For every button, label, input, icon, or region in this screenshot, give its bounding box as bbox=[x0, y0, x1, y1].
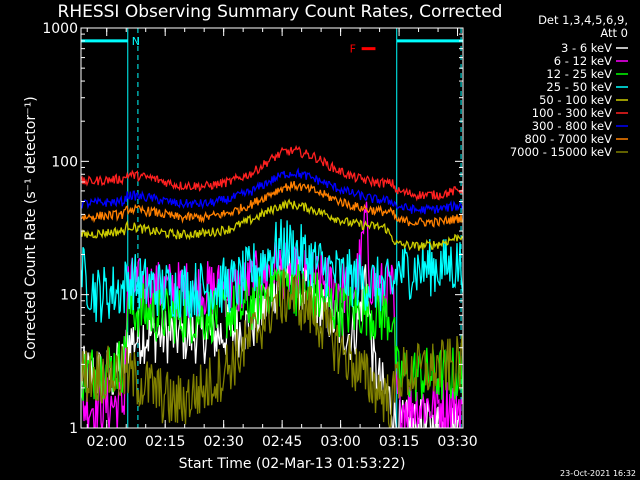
x-axis-label: Start Time (02-Mar-13 01:53:22) bbox=[179, 456, 406, 472]
y-axis-label: Corrected Count Rate (s⁻¹ detector⁻¹) bbox=[23, 96, 39, 359]
series-5 bbox=[81, 144, 463, 202]
series-line-2 bbox=[81, 257, 463, 403]
x-tick-label-5: 03:15 bbox=[379, 434, 419, 450]
x-axis: 02:00 02:15 02:30 02:45 03:00 03:15 03:30 bbox=[87, 28, 478, 450]
legend-label-2: 12 - 25 keV bbox=[546, 67, 612, 81]
series-8 bbox=[81, 268, 463, 428]
series-line-7 bbox=[81, 180, 463, 228]
series-line-4 bbox=[81, 198, 463, 251]
flare-marker-label: F bbox=[350, 43, 356, 56]
y-tick-label-1: 10 bbox=[60, 288, 78, 304]
series-line-6 bbox=[81, 167, 463, 215]
legend-label-1: 6 - 12 keV bbox=[554, 54, 612, 68]
series-4 bbox=[81, 198, 463, 251]
y-tick-label-2: 100 bbox=[51, 154, 78, 170]
legend-label-0: 3 - 6 keV bbox=[561, 41, 612, 55]
legend-label-7: 800 - 7000 keV bbox=[524, 132, 612, 146]
x-tick-label-6: 03:30 bbox=[437, 434, 477, 450]
legend-header-0: Det 1,3,4,5,6,9, bbox=[538, 13, 628, 27]
x-tick-label-0: 02:00 bbox=[87, 434, 127, 450]
legend-header-1: Att 0 bbox=[600, 26, 628, 40]
flare-markers: F bbox=[350, 43, 376, 56]
y-axis: 1 10 100 1000 bbox=[42, 21, 463, 437]
series-0 bbox=[81, 248, 461, 428]
chart-title: RHESSI Observing Summary Count Rates, Co… bbox=[58, 2, 503, 22]
legend-label-8: 7000 - 15000 keV bbox=[510, 145, 612, 159]
series-line-0 bbox=[81, 248, 461, 428]
x-tick-label-3: 02:45 bbox=[262, 434, 302, 450]
legend-label-3: 25 - 50 keV bbox=[546, 80, 612, 94]
x-tick-label-2: 02:30 bbox=[203, 434, 243, 450]
series-7 bbox=[81, 180, 463, 228]
night-marker-label: N bbox=[132, 35, 140, 48]
series-line-8 bbox=[81, 268, 463, 428]
legend-label-5: 100 - 300 keV bbox=[532, 106, 612, 120]
series-3 bbox=[81, 219, 463, 323]
x-tick-label-4: 03:00 bbox=[320, 434, 360, 450]
series-6 bbox=[81, 167, 463, 215]
legend-label-6: 300 - 800 keV bbox=[532, 119, 612, 133]
x-tick-label-1: 02:15 bbox=[145, 434, 185, 450]
legend-label-4: 50 - 100 keV bbox=[539, 93, 612, 107]
y-tick-label-3: 1000 bbox=[42, 21, 78, 37]
series-2 bbox=[81, 257, 463, 403]
series-line-3 bbox=[81, 219, 463, 323]
plot-frame bbox=[80, 27, 464, 429]
series-lines bbox=[81, 144, 463, 428]
y-tick-label-0: 1 bbox=[69, 421, 78, 437]
series-line-5 bbox=[81, 144, 463, 202]
date-stamp: 23-Oct-2021 16:32 bbox=[560, 469, 636, 478]
